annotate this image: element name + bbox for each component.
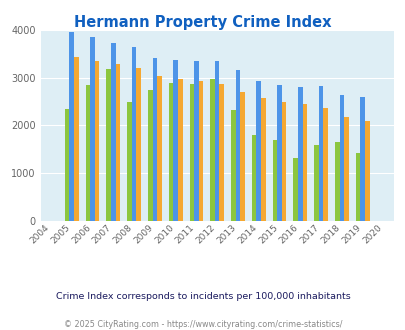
Bar [360, 97, 364, 221]
Bar [240, 92, 244, 221]
Bar [297, 87, 302, 221]
Bar [318, 86, 323, 221]
Bar [260, 98, 265, 221]
Bar [127, 102, 132, 221]
Bar [69, 32, 74, 221]
Bar [302, 104, 307, 221]
Bar [277, 85, 281, 221]
Bar [173, 60, 177, 221]
Bar [177, 80, 182, 221]
Bar [364, 121, 369, 221]
Bar [219, 84, 224, 221]
Bar [355, 153, 360, 221]
Bar [189, 84, 194, 221]
Bar [230, 110, 235, 221]
Text: Hermann Property Crime Index: Hermann Property Crime Index [74, 15, 331, 30]
Bar [210, 80, 214, 221]
Bar [115, 64, 120, 221]
Bar [106, 69, 111, 221]
Bar [194, 61, 198, 221]
Text: Crime Index corresponds to incidents per 100,000 inhabitants: Crime Index corresponds to incidents per… [55, 292, 350, 301]
Bar [251, 135, 256, 221]
Bar [111, 43, 115, 221]
Bar [90, 37, 95, 221]
Bar [85, 85, 90, 221]
Bar [235, 70, 240, 221]
Bar [132, 47, 136, 221]
Bar [323, 108, 327, 221]
Bar [65, 109, 69, 221]
Bar [281, 102, 286, 221]
Bar [148, 89, 152, 221]
Bar [313, 145, 318, 221]
Bar [334, 142, 339, 221]
Bar [256, 81, 260, 221]
Bar [74, 57, 79, 221]
Bar [136, 68, 141, 221]
Bar [168, 83, 173, 221]
Bar [95, 61, 99, 221]
Bar [272, 140, 277, 221]
Bar [343, 117, 348, 221]
Bar [339, 95, 343, 221]
Bar [214, 61, 219, 221]
Text: © 2025 CityRating.com - https://www.cityrating.com/crime-statistics/: © 2025 CityRating.com - https://www.city… [64, 320, 341, 329]
Bar [198, 82, 203, 221]
Bar [157, 76, 161, 221]
Bar [152, 58, 157, 221]
Legend: Hermann, Missouri, National: Hermann, Missouri, National [76, 326, 358, 330]
Bar [293, 158, 297, 221]
